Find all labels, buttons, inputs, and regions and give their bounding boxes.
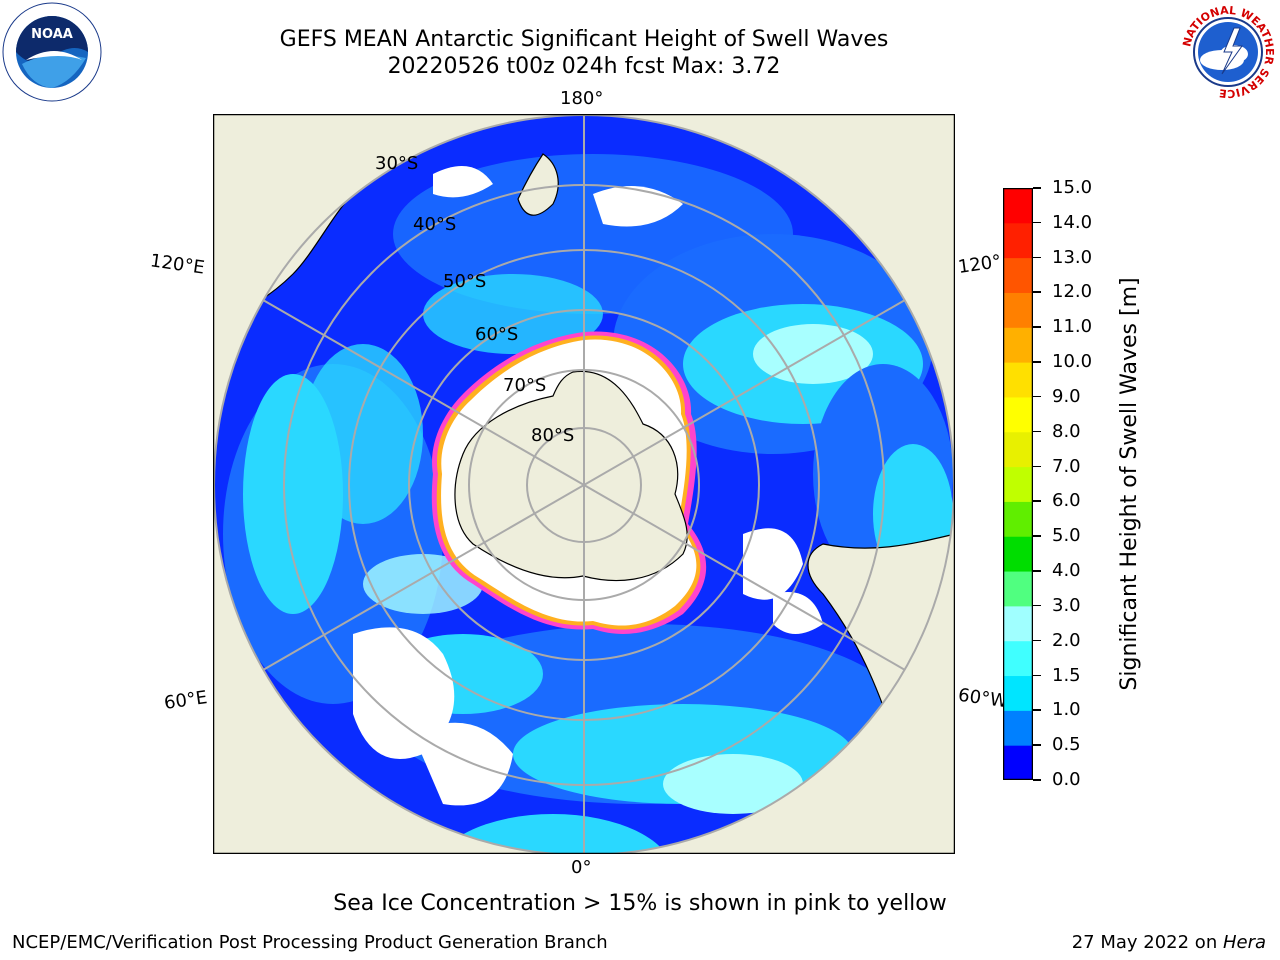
colorbar-swatch (1003, 222, 1033, 259)
noaa-logo-text: NOAA (31, 27, 73, 42)
colorbar-swatch (1003, 292, 1033, 328)
footer-machine: Hera (1222, 932, 1266, 953)
colorbar-tick-mark (1033, 395, 1041, 398)
colorbar-tick-label: 1.5 (1052, 664, 1081, 686)
colorbar-tick-mark (1033, 674, 1041, 677)
colorbar-tick-label: 9.0 (1052, 385, 1081, 407)
footer-date-text: 27 May 2022 on (1071, 932, 1223, 953)
colorbar-tick-label: 5.0 (1052, 525, 1081, 547)
colorbar-tick-label: 13.0 (1052, 246, 1093, 268)
footer-date: 27 May 2022 on Hera (1072, 932, 1266, 953)
lat-label-70s: 70°S (503, 375, 546, 396)
colorbar-tick-label: 7.0 (1052, 455, 1081, 477)
colorbar-tick-label: 11.0 (1052, 316, 1093, 338)
colorbar-swatch (1003, 571, 1033, 607)
colorbar-tick-mark (1033, 604, 1041, 607)
map-subtitle: 20220526 t00z 024h fcst Max: 3.72 (387, 54, 781, 79)
nws-logo: NATIONAL WEATHER SERVICE (1179, 3, 1277, 101)
colorbar-swatch (1003, 675, 1033, 711)
colorbar-tick-mark (1033, 535, 1041, 537)
lon-label-60w: 60°W (956, 684, 1009, 713)
colorbar-tick-label: 6.0 (1052, 490, 1081, 512)
colorbar-tick-mark (1033, 570, 1041, 572)
lon-label-120w: 120° (956, 251, 1003, 278)
colorbar-tick-mark (1033, 430, 1041, 433)
colorbar-label: Significant Height of Swell Waves [m] (1117, 277, 1142, 691)
colorbar-tick-label: 15.0 (1052, 177, 1093, 198)
colorbar-tick-mark (1033, 256, 1041, 259)
colorbar-swatch (1003, 362, 1033, 398)
map-title: GEFS MEAN Antarctic Significant Height o… (279, 27, 889, 52)
colorbar-swatch (1003, 605, 1033, 642)
colorbar-swatch (1003, 396, 1033, 433)
colorbar-swatch (1003, 710, 1033, 746)
colorbar-tick-label: 2.0 (1052, 629, 1081, 651)
colorbar-tick-label: 1.0 (1052, 699, 1081, 721)
lon-label-180: 180° (560, 88, 604, 109)
colorbar-tick-mark (1033, 326, 1041, 328)
colorbar-tick-mark (1033, 361, 1041, 363)
footer-branch: NCEP/EMC/Verification Post Processing Pr… (12, 932, 608, 953)
polar-map: 30°S 40°S 50°S 60°S 70°S 80°S (213, 114, 955, 854)
lat-label-60s: 60°S (475, 324, 518, 345)
colorbar-tick-label: 0.5 (1052, 734, 1081, 756)
colorbar-tick-label: 8.0 (1052, 420, 1081, 442)
colorbar-tick-label: 14.0 (1052, 211, 1093, 233)
sea-ice-note: Sea Ice Concentration > 15% is shown in … (333, 891, 947, 916)
colorbar-tick-label: 4.0 (1052, 560, 1081, 582)
colorbar-swatch (1003, 745, 1033, 780)
lon-label-120e: 120°E (148, 250, 206, 279)
noaa-logo: NOAA (2, 2, 102, 102)
colorbar-swatch (1003, 327, 1033, 363)
colorbar-tick-label: 0.0 (1052, 769, 1081, 790)
colorbar-tick-mark (1033, 744, 1041, 746)
colorbar-tick-mark (1033, 500, 1041, 502)
colorbar-swatch (1003, 640, 1033, 677)
colorbar-tick-mark (1033, 639, 1041, 642)
colorbar-tick-mark (1033, 465, 1041, 468)
colorbar-tick-label: 3.0 (1052, 594, 1081, 616)
colorbar-tick-mark (1033, 709, 1041, 711)
colorbar-swatch (1003, 466, 1033, 502)
lat-label-80s: 80°S (531, 425, 574, 446)
colorbar-swatch (1003, 257, 1033, 293)
colorbar-tick-mark (1033, 291, 1041, 293)
colorbar-swatch (1003, 188, 1033, 224)
colorbar-swatch (1003, 536, 1033, 572)
colorbar-swatch (1003, 501, 1033, 537)
colorbar-tick-label: 12.0 (1052, 281, 1093, 303)
lat-label-50s: 50°S (443, 271, 486, 292)
colorbar (1003, 188, 1033, 780)
lon-label-60e: 60°E (162, 687, 209, 714)
colorbar-tick-mark (1033, 779, 1041, 781)
lat-label-40s: 40°S (413, 214, 456, 235)
lat-label-30s: 30°S (375, 153, 418, 174)
colorbar-tick-label: 10.0 (1052, 351, 1093, 373)
lon-label-0: 0° (571, 857, 592, 878)
colorbar-tick-mark (1033, 221, 1041, 224)
colorbar-tick-mark (1033, 187, 1041, 189)
colorbar-swatch (1003, 431, 1033, 468)
